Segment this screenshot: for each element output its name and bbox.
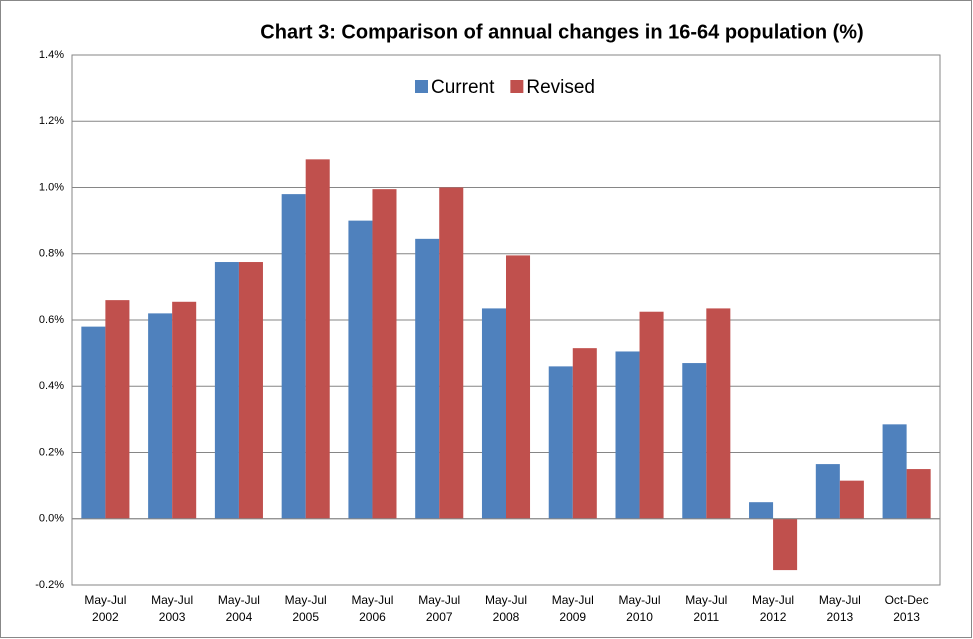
- x-tick-label: Oct-Dec 2013: [884, 593, 929, 624]
- x-tick-label: May-Jul 2012: [752, 593, 795, 624]
- bar: [148, 313, 173, 519]
- x-tick-label: May-Jul 2011: [685, 593, 728, 624]
- bar: [615, 351, 640, 519]
- x-tick-label: May-Jul 2004: [217, 593, 260, 624]
- x-tick-label: May-Jul 2009: [551, 593, 594, 624]
- bar: [238, 262, 263, 519]
- y-tick-label: -0.2%: [35, 579, 64, 591]
- bar: [481, 308, 506, 519]
- bar: [815, 464, 840, 519]
- bar: [639, 311, 664, 519]
- legend-swatch: [510, 80, 524, 93]
- x-tick-label: May-Jul 2006: [351, 593, 394, 624]
- bar: [749, 502, 774, 519]
- y-tick-label: 0.2%: [39, 446, 64, 458]
- x-tick-label: May-Jul 2005: [284, 593, 327, 624]
- y-tick-label: 1.2%: [39, 115, 64, 127]
- bar: [172, 301, 197, 519]
- y-tick-label: 0.4%: [39, 380, 64, 392]
- x-tick-label: May-Jul 2007: [418, 593, 461, 624]
- legend-label: Current: [431, 77, 495, 98]
- bar: [706, 308, 731, 519]
- legend-label: Revised: [526, 77, 595, 98]
- bar: [548, 366, 573, 519]
- x-tick-label: May-Jul 2010: [618, 593, 661, 624]
- y-tick-label: 0.0%: [39, 513, 64, 525]
- bar: [348, 220, 373, 519]
- y-tick-label: 1.0%: [39, 181, 64, 193]
- bar: [81, 326, 106, 519]
- x-tick-label: May-Jul 2002: [84, 593, 127, 624]
- bar: [439, 187, 464, 519]
- y-tick-label: 1.4%: [39, 49, 64, 61]
- bar: [773, 518, 798, 571]
- bar: [839, 480, 864, 519]
- bar: [214, 262, 239, 519]
- bar: [906, 469, 931, 519]
- bar: [415, 238, 440, 519]
- bar: [372, 189, 397, 519]
- bar: [682, 363, 707, 519]
- x-tick-label: May-Jul 2003: [151, 593, 194, 624]
- legend-swatch: [415, 80, 428, 93]
- y-tick-label: 0.8%: [39, 248, 64, 260]
- chart-title: Chart 3: Comparison of annual changes in…: [260, 21, 863, 43]
- bar: [281, 194, 306, 519]
- bar: [105, 300, 130, 519]
- bar: [572, 348, 597, 519]
- bar: [305, 159, 330, 519]
- bar: [506, 255, 531, 519]
- x-tick-label: May-Jul 2008: [484, 593, 527, 624]
- y-tick-label: 0.6%: [39, 314, 64, 326]
- x-tick-label: May-Jul 2013: [818, 593, 861, 624]
- bar: [882, 424, 907, 519]
